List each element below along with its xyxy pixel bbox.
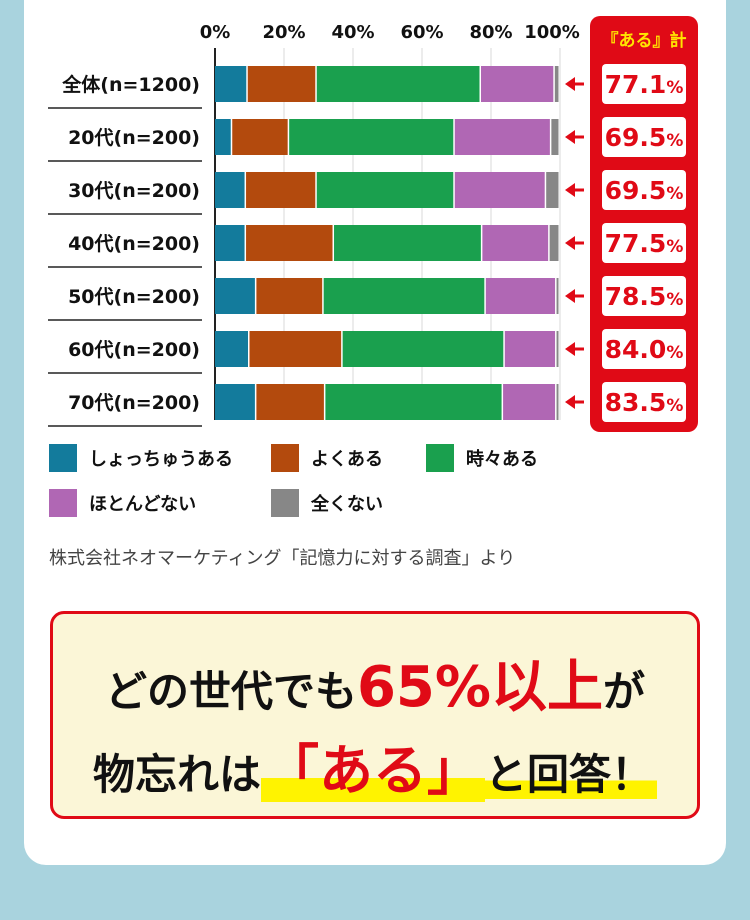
category-label: 30代(n=200)	[68, 180, 200, 202]
bar-segment	[215, 384, 255, 420]
headline-line2-highlight: 「ある」	[261, 739, 485, 802]
legend-swatch	[49, 489, 77, 517]
total-box	[602, 382, 686, 422]
bar-segment	[215, 278, 255, 314]
category-label: 50代(n=200)	[68, 286, 200, 308]
bar-segment	[289, 119, 454, 155]
arrow-icon	[565, 77, 575, 91]
headline-line1-post: が	[603, 667, 646, 716]
legend-item: 全くない	[271, 489, 383, 517]
bar-segment	[215, 331, 248, 367]
bar-segment	[215, 66, 247, 102]
legend-swatch	[271, 444, 299, 472]
bar-segment	[316, 66, 480, 102]
bar-segment	[549, 225, 559, 261]
arrow-icon	[565, 236, 575, 250]
x-tick-label: 60%	[400, 22, 443, 43]
legend-item: しょっちゅうある	[49, 444, 233, 472]
total-value: 77.1%	[605, 70, 684, 99]
category-label: 70代(n=200)	[68, 392, 200, 414]
bar-segment	[316, 172, 454, 208]
legend-item: 時々ある	[426, 444, 538, 472]
total-value: 83.5%	[605, 388, 684, 417]
x-tick-label: 40%	[331, 22, 374, 43]
total-value: 69.5%	[605, 123, 684, 152]
headline-line2-pre: 物忘れは	[92, 750, 261, 799]
total-value: 69.5%	[605, 176, 684, 205]
bar-segment	[323, 278, 485, 314]
total-box	[602, 117, 686, 157]
headline-line-2: 物忘れは「ある」と回答！	[53, 726, 697, 805]
bar-segment	[454, 119, 550, 155]
bar-segment	[482, 225, 549, 261]
category-label: 20代(n=200)	[68, 127, 200, 149]
bar-segment	[556, 278, 559, 314]
bar-segment	[485, 278, 556, 314]
bar-segment	[249, 331, 342, 367]
bar-segment	[246, 172, 316, 208]
x-tick-label: 0%	[200, 22, 231, 43]
arrow-icon	[565, 130, 575, 144]
total-box	[602, 64, 686, 104]
bar-segment	[215, 119, 231, 155]
total-value: 84.0%	[605, 335, 684, 364]
headline-line1-pre: どの世代でも	[104, 667, 357, 716]
bar-segment	[342, 331, 504, 367]
legend-label: 全くない	[311, 494, 383, 515]
category-label: 60代(n=200)	[68, 339, 200, 361]
x-tick-label: 20%	[262, 22, 305, 43]
arrow-icon	[565, 289, 575, 303]
stacked-bar-chart: 0% 20% 40% 60% 80% 100% 『ある』計全体(n=1200) 77.1% 20…	[48, 16, 698, 432]
bar-segment	[551, 119, 559, 155]
bar-segment	[215, 172, 245, 208]
bar-segment	[454, 172, 545, 208]
total-box	[602, 170, 686, 210]
headline-line2-post: と回答！	[485, 750, 658, 799]
bar-segment	[334, 225, 481, 261]
x-tick-label: 100%	[524, 22, 580, 43]
chart-legend: しょっちゅうある よくある 時々あるほとんどない 全くない	[49, 444, 609, 534]
legend-label: よくある	[311, 449, 383, 470]
legend-swatch	[49, 444, 77, 472]
bar-segment	[480, 66, 554, 102]
legend-label: 時々ある	[466, 449, 538, 470]
headline-line1-highlight: 65%以上	[356, 655, 604, 720]
category-label: 全体(n=1200)	[61, 73, 200, 96]
bar-segment	[256, 278, 323, 314]
bar-segment	[556, 384, 559, 420]
bar-segment	[554, 66, 559, 102]
bar-segment	[503, 384, 556, 420]
legend-item: ほとんどない	[49, 489, 196, 517]
bar-segment	[246, 225, 333, 261]
source-note: 株式会社ネオマーケティング「記憶力に対する調査」より	[49, 548, 516, 569]
arrow-icon	[565, 342, 575, 356]
bar-segment	[556, 331, 559, 367]
bar-segment	[325, 384, 502, 420]
legend-label: しょっちゅうある	[89, 449, 233, 470]
total-box	[602, 329, 686, 369]
conclusion-callout: どの世代でも65%以上が 物忘れは「ある」と回答！	[50, 611, 700, 819]
headline-line-1: どの世代でも65%以上が	[53, 642, 697, 723]
arrow-icon	[565, 395, 575, 409]
legend-item: よくある	[271, 444, 383, 472]
bar-segment	[256, 384, 324, 420]
bar-segment	[247, 66, 316, 102]
arrow-icon	[565, 183, 575, 197]
total-box	[602, 276, 686, 316]
legend-label: ほとんどない	[89, 494, 197, 515]
bar-segment	[215, 225, 245, 261]
total-value: 77.5%	[605, 229, 684, 258]
totals-header: 『ある』計	[602, 30, 687, 51]
legend-swatch	[271, 489, 299, 517]
x-tick-label: 80%	[469, 22, 512, 43]
bar-segment	[546, 172, 559, 208]
total-box	[602, 223, 686, 263]
category-label: 40代(n=200)	[68, 233, 200, 255]
legend-swatch	[426, 444, 454, 472]
bar-segment	[504, 331, 556, 367]
total-value: 78.5%	[605, 282, 684, 311]
bar-segment	[232, 119, 288, 155]
